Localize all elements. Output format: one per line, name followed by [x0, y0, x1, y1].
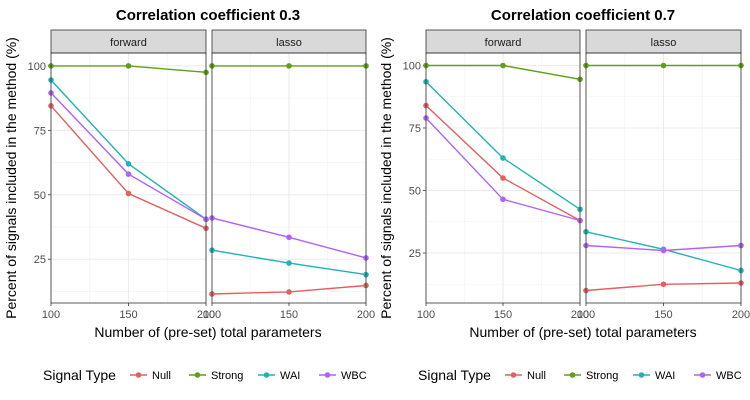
data-point-strong — [286, 63, 292, 69]
data-point-null — [500, 175, 506, 181]
y-tick-label: 75 — [409, 123, 421, 135]
data-point-strong — [125, 63, 132, 69]
y-tick-label: 50 — [34, 190, 46, 202]
legend-key-point — [135, 372, 142, 378]
y-tick-label: 100 — [28, 61, 46, 73]
x-axis-label: Number of (pre-set) total parameters — [94, 324, 321, 340]
legend-key-point — [510, 372, 517, 378]
x-tick-label: 100 — [417, 309, 435, 321]
y-tick-label: 50 — [409, 186, 421, 198]
data-point-strong — [500, 62, 506, 69]
data-point-wbc — [660, 247, 667, 254]
x-tick-label: 100 — [577, 309, 595, 321]
legend-title: Signal Type — [43, 367, 116, 383]
facet-strip-label: forward — [485, 37, 522, 49]
data-point-strong — [660, 62, 667, 69]
x-tick-label: 200 — [732, 309, 750, 321]
chart-right: Correlation coefficient 0.7 Percent of si… — [378, 7, 750, 383]
chart-title: Correlation coefficient 0.7 — [491, 7, 675, 24]
x-tick-label: 150 — [119, 309, 137, 321]
data-point-null — [286, 289, 292, 295]
data-point-wai — [500, 155, 506, 161]
legend-key-point — [638, 372, 645, 378]
legend: Signal Type Null Strong WAI WBC — [418, 367, 742, 383]
legend-item-label: WBC — [341, 370, 367, 382]
legend-item-label: WBC — [716, 370, 742, 382]
legend-key-point — [263, 372, 270, 378]
y-axis-label: Percent of signals included in the metho… — [378, 37, 394, 319]
x-tick-label: 150 — [280, 309, 298, 321]
y-axis-label: Percent of signals included in the metho… — [3, 37, 19, 319]
x-tick-label: 100 — [203, 309, 221, 321]
x-axis-label: Number of (pre-set) total parameters — [469, 324, 696, 340]
data-point-wai — [125, 161, 132, 167]
chart-left: Correlation coefficient 0.3 Percent of si… — [3, 7, 375, 383]
y-tick-label: 75 — [34, 125, 46, 137]
legend-title: Signal Type — [418, 367, 491, 383]
x-tick-label: 100 — [42, 309, 60, 321]
x-tick-label: 150 — [654, 309, 672, 321]
legend-key-point — [699, 372, 706, 378]
legend: Signal Type Null Strong WAI WBC — [43, 367, 367, 383]
x-tick-label: 200 — [357, 309, 375, 321]
facet-strip-label: lasso — [651, 37, 677, 49]
data-point-wbc — [286, 234, 292, 241]
facet-strip-label: forward — [110, 37, 147, 49]
legend-key-point — [569, 372, 576, 378]
data-point-wai — [286, 260, 292, 266]
y-tick-label: 25 — [34, 254, 46, 266]
legend-item-label: Strong — [211, 370, 243, 382]
legend-item-label: Strong — [586, 370, 618, 382]
y-tick-label: 25 — [409, 248, 421, 260]
data-point-null — [125, 190, 132, 197]
legend-item-label: WAI — [655, 370, 675, 382]
x-tick-label: 200 — [571, 309, 589, 321]
legend-item-label: Null — [527, 370, 546, 382]
x-tick-label: 200 — [197, 309, 215, 321]
legend-key-point — [324, 372, 331, 378]
facet-strip-label: lasso — [276, 37, 302, 49]
chart-title: Correlation coefficient 0.3 — [116, 7, 300, 24]
legend-key-point — [194, 372, 201, 378]
data-point-null — [660, 281, 667, 288]
legend-item-label: Null — [152, 370, 171, 382]
legend-item-label: WAI — [280, 370, 300, 382]
x-tick-label: 150 — [494, 309, 512, 321]
y-tick-label: 100 — [403, 61, 421, 73]
data-point-wbc — [500, 196, 506, 203]
data-point-wbc — [125, 171, 132, 177]
